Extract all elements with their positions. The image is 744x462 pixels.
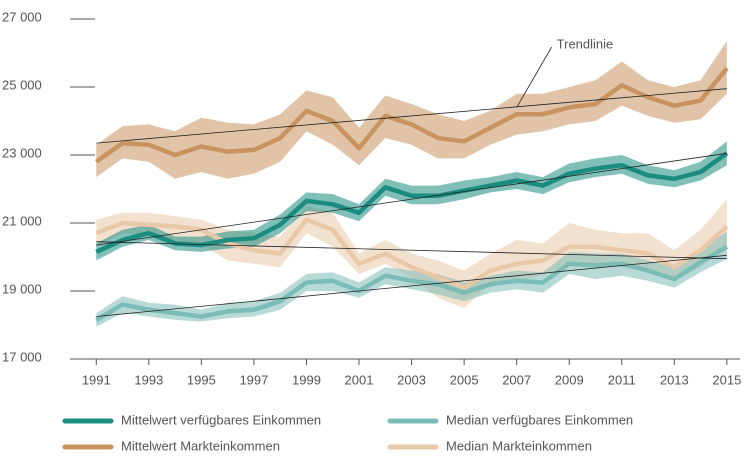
x-tick-label: 2005 (450, 372, 479, 387)
series-line (94, 66, 729, 164)
series-line (95, 151, 729, 254)
y-tick-label: 17 000 (2, 349, 42, 364)
x-tick-label: 2003 (397, 372, 426, 387)
trend-line (96, 254, 727, 317)
x-tick-label: 1995 (187, 372, 216, 387)
annotation-leader (516, 46, 553, 108)
x-tick-label: 2011 (608, 372, 636, 387)
y-tick-label: 21 000 (2, 213, 42, 228)
y-tick-label: 19 000 (2, 281, 42, 296)
annotation-text: Trendlinie (557, 36, 614, 51)
x-tick-label: 1993 (134, 372, 163, 387)
y-tick-label: 25 000 (2, 77, 42, 92)
x-tick-label: 2001 (345, 372, 374, 387)
legend-label: Median Markteinkommen (446, 438, 592, 453)
confidence-band (96, 41, 727, 179)
legend-label: Mittelwert Markteinkommen (121, 438, 280, 453)
x-tick-label: 2009 (555, 372, 584, 387)
x-tick-label: 1997 (239, 372, 268, 387)
series-line (95, 244, 728, 322)
trend-line (96, 152, 727, 246)
x-tick-label: 1999 (292, 372, 321, 387)
y-tick-label: 27 000 (2, 9, 42, 24)
x-tick-label: 2007 (502, 372, 531, 387)
legend-label: Mittelwert verfügbares Einkommen (121, 412, 321, 427)
confidence-band (96, 199, 727, 308)
x-tick-label: 1991 (82, 372, 111, 387)
y-tick-label: 23 000 (2, 145, 42, 160)
x-tick-label: 2015 (712, 372, 741, 387)
legend-label: Median verfügbares Einkommen (446, 412, 633, 427)
x-tick-label: 2013 (660, 372, 689, 387)
confidence-band (96, 141, 727, 261)
trend-line (96, 241, 727, 260)
trend-line (96, 88, 727, 144)
